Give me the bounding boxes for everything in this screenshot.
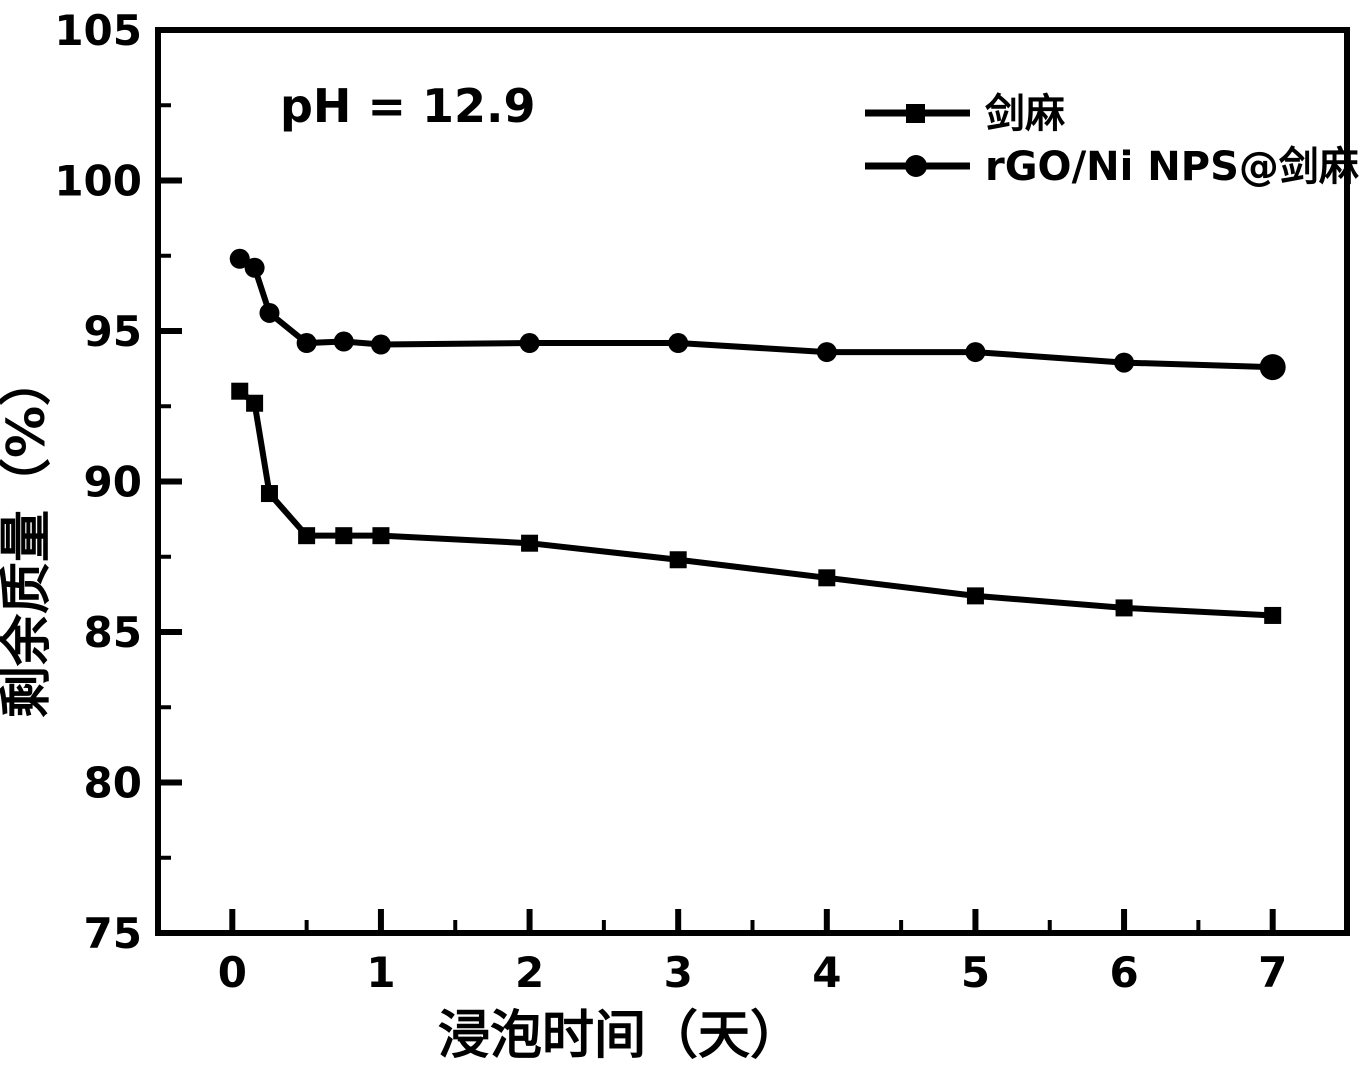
ph-annotation: pH = 12.9 [280, 79, 536, 133]
y-tick-label: 105 [54, 6, 142, 55]
circle-data-point [229, 248, 250, 269]
x-tick-label: 6 [1109, 948, 1138, 997]
x-tick-label: 1 [366, 948, 395, 997]
x-axis-minor-ticks [304, 920, 1201, 933]
y-axis-major-ticks [158, 27, 182, 936]
square-data-point [231, 382, 249, 400]
square-data-point [1264, 606, 1282, 624]
legend-square-marker-icon [906, 104, 925, 123]
square-data-point [521, 534, 539, 552]
legend-label-rgo-ni-nps-sisal: rGO/Ni NPS@剑麻 [985, 144, 1359, 190]
circle-data-point [244, 257, 265, 278]
y-tick-label: 95 [84, 307, 142, 356]
y-tick-label: 100 [54, 157, 142, 206]
circle-data-point [816, 342, 837, 363]
series-line [238, 256, 1273, 371]
circle-data-point [370, 334, 391, 355]
circle-data-point [1259, 354, 1286, 381]
legend: 剑麻 rGO/Ni NPS@剑麻 [865, 91, 1359, 190]
legend-label-sisal: 剑麻 [985, 91, 1065, 137]
x-axis-tick-labels: 0 1 2 3 4 5 6 7 [218, 948, 1288, 997]
square-data-point [372, 527, 390, 545]
x-tick-label: 0 [218, 948, 247, 997]
y-axis-minor-ticks [158, 103, 171, 860]
y-axis-tick-labels: 75 80 85 90 95 100 105 [54, 6, 142, 958]
series-rgo-ni-nps-sisal [229, 248, 1286, 381]
square-data-point [335, 527, 353, 545]
square-data-point [246, 394, 264, 412]
y-axis-title: 剩余质量（%） [0, 354, 57, 718]
circle-data-point [1114, 352, 1135, 373]
x-tick-label: 7 [1258, 948, 1287, 997]
square-data-point [966, 587, 984, 605]
series-line [237, 388, 1273, 619]
square-data-point [818, 569, 836, 587]
legend-item-rgo-ni-nps-sisal: rGO/Ni NPS@剑麻 [865, 144, 1359, 190]
x-tick-label: 5 [961, 948, 990, 997]
x-axis-major-ticks [229, 909, 1276, 933]
legend-circle-marker-icon [905, 155, 927, 177]
circle-data-point [333, 331, 354, 352]
square-data-point [669, 551, 687, 569]
y-tick-label: 75 [84, 909, 142, 958]
square-data-point [298, 527, 316, 545]
square-data-point [1115, 599, 1133, 617]
x-tick-label: 3 [664, 948, 693, 997]
x-axis-title: 浸泡时间（天） [438, 1006, 802, 1066]
circle-data-point [668, 333, 689, 354]
x-tick-label: 2 [515, 948, 544, 997]
circle-data-point [259, 302, 280, 323]
y-tick-label: 85 [84, 608, 142, 657]
y-tick-label: 90 [84, 458, 142, 507]
square-data-point [260, 485, 278, 503]
x-tick-label: 4 [812, 948, 841, 997]
circle-data-point [519, 333, 540, 354]
data-series-layer [229, 248, 1286, 624]
circle-data-point [965, 342, 986, 363]
legend-item-sisal: 剑麻 [865, 91, 1065, 137]
y-tick-label: 80 [84, 759, 142, 808]
circle-data-point [296, 333, 317, 354]
series-sisal [231, 382, 1282, 624]
